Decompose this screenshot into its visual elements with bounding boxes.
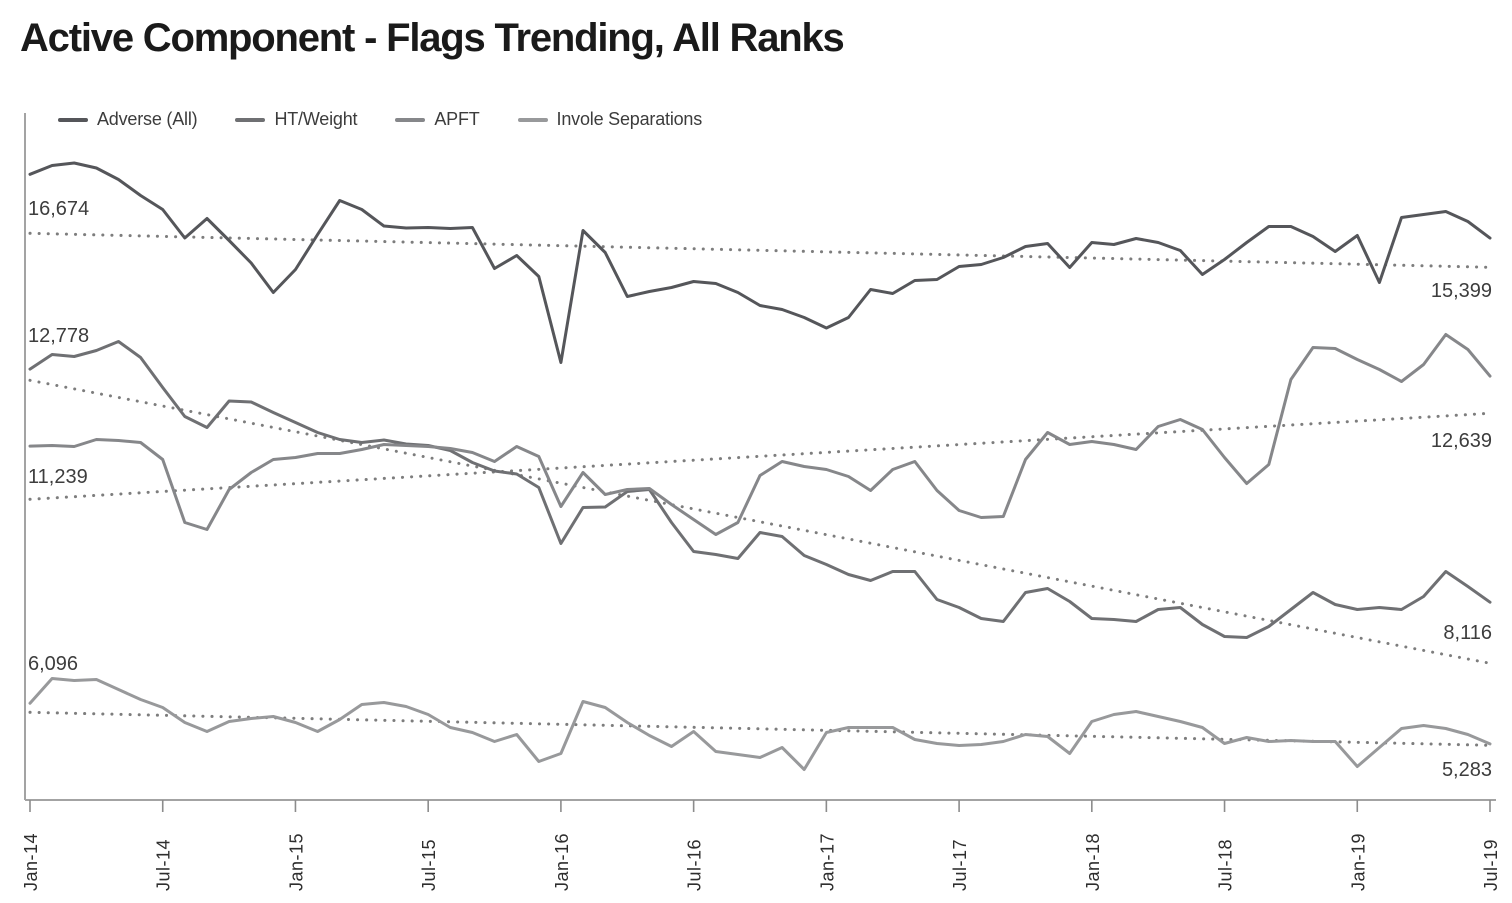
legend-dash-icon <box>235 117 266 122</box>
legend-label: HT/Weight <box>274 109 358 129</box>
x-tick-label: Jul-18 <box>1216 839 1236 891</box>
first-value-label-adverse-all: 16,674 <box>28 198 89 220</box>
legend-dash-icon <box>395 117 426 122</box>
legend-item-adverse-all: Adverse (All) <box>58 109 198 130</box>
first-value-label-apft: 11,239 <box>28 466 88 488</box>
x-tick-label: Jul-17 <box>950 839 970 891</box>
legend-dash-icon <box>517 117 548 122</box>
x-tick-label: Jul-16 <box>685 839 705 891</box>
legend-item-invole-separations: Invole Separations <box>517 109 703 130</box>
last-value-label-invole-separations: 5,283 <box>1442 759 1492 781</box>
chart-title: Active Component - Flags Trending, All R… <box>20 16 845 60</box>
legend-label: APFT <box>434 109 480 129</box>
trendline-ht-weight <box>28 378 1492 665</box>
legend-item-apft: APFT <box>395 109 480 130</box>
trendline-apft <box>28 411 1492 501</box>
x-tick-label: Jul-14 <box>154 839 174 891</box>
x-tick-label: Jan-19 <box>1348 833 1368 891</box>
series-line-invole-separations <box>28 677 1492 771</box>
x-tick-label: Jul-15 <box>419 839 439 891</box>
series-line-ht-weight <box>28 340 1492 639</box>
first-value-label-invole-separations: 6,096 <box>28 653 78 675</box>
series-line-apft <box>28 333 1492 536</box>
legend-label: Adverse (All) <box>97 109 198 129</box>
legend: Adverse (All) HT/Weight APFT Invole Separat… <box>58 109 702 130</box>
x-tick-label: Jul-19 <box>1481 839 1501 891</box>
last-value-label-adverse-all: 15,399 <box>1431 280 1492 302</box>
x-tick-label: Jan-15 <box>286 833 306 891</box>
x-tick-label: Jan-17 <box>817 833 837 891</box>
legend-item-ht-weight: HT/Weight <box>235 109 358 130</box>
last-value-label-ht-weight: 8,116 <box>1443 622 1492 644</box>
series-line-adverse-all <box>28 161 1492 364</box>
x-tick-label: Jan-18 <box>1083 833 1103 891</box>
x-tick-label: Jan-16 <box>552 833 572 891</box>
legend-label: Invole Separations <box>556 109 703 129</box>
first-value-label-ht-weight: 12,778 <box>28 325 89 347</box>
last-value-label-apft: 12,639 <box>1431 430 1492 452</box>
x-tick-label: Jan-14 <box>21 833 41 891</box>
legend-dash-icon <box>58 117 88 122</box>
